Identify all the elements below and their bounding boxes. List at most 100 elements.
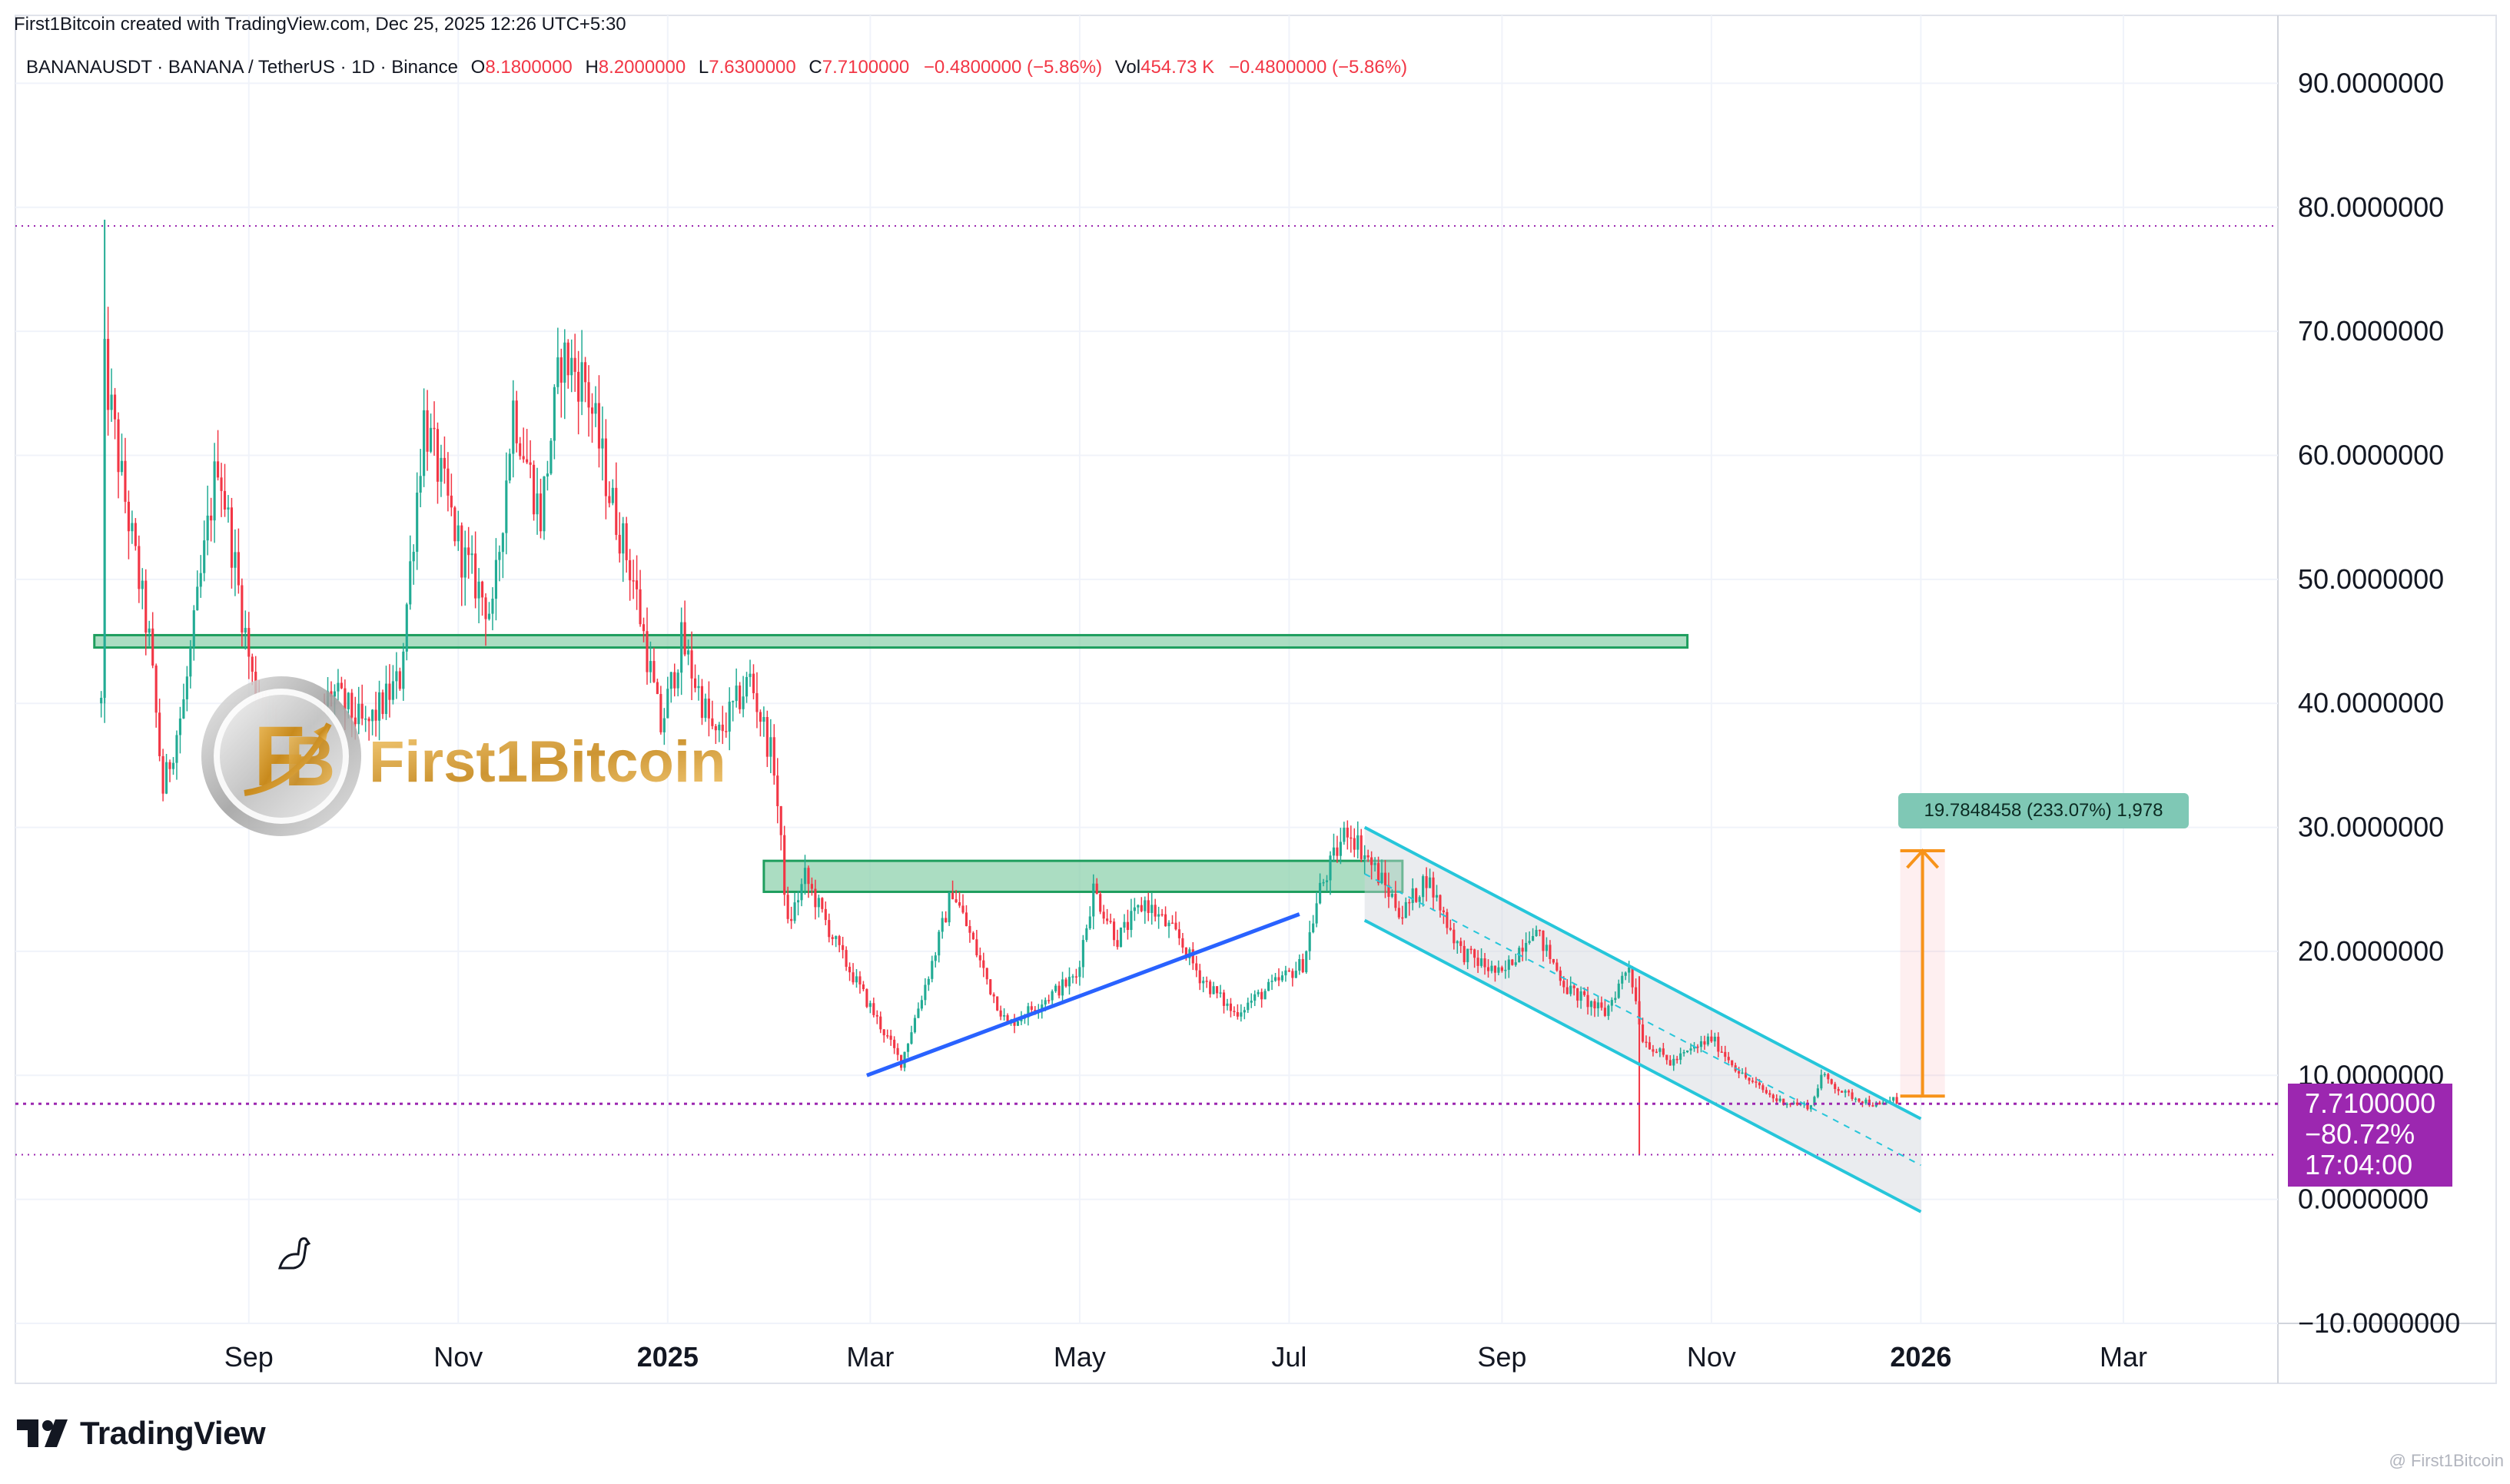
candle-body	[333, 691, 337, 697]
tradingview-logo-text: TradingView	[80, 1415, 266, 1451]
candle-body	[934, 955, 937, 961]
candle-body	[1635, 987, 1638, 1001]
candle-body	[529, 462, 532, 465]
candle-body	[1668, 1060, 1672, 1066]
candle-body	[1480, 958, 1483, 966]
candle-body	[1273, 977, 1277, 981]
candle-body	[714, 725, 717, 731]
candle-body	[223, 490, 227, 510]
candle-body	[131, 523, 134, 532]
candle-body	[865, 989, 868, 1008]
x-tick-label: Sep	[1477, 1341, 1526, 1373]
tradingview-logo[interactable]: TradingView	[17, 1413, 266, 1454]
low-label: L	[698, 57, 709, 78]
symbol-legend[interactable]: BANANAUSDT · BANANA / TetherUS · 1D · Bi…	[26, 57, 1407, 78]
candle-body	[1854, 1098, 1858, 1101]
candle-body	[161, 755, 164, 794]
symbol-name[interactable]: BANANAUSDT · BANANA / TetherUS · 1D · Bi…	[26, 57, 458, 78]
low-value: 7.6300000	[709, 57, 796, 78]
candle-body	[707, 699, 710, 719]
x-tick-label: Nov	[433, 1341, 483, 1373]
candle-body	[487, 613, 491, 619]
channel-lower-line	[1363, 918, 1922, 1213]
candle-body	[1655, 1051, 1658, 1054]
volume-change-value: −0.4800000 (−5.86%)	[1228, 57, 1408, 78]
candle-body	[1555, 962, 1559, 971]
candle-body	[1140, 905, 1143, 911]
y-tick-label: −10.0000000	[2298, 1307, 2460, 1339]
candle-body	[1071, 976, 1074, 978]
candle-body	[742, 696, 745, 709]
candle-body	[955, 899, 958, 903]
candle-body	[584, 362, 587, 383]
chart-frame	[15, 15, 2497, 1384]
candle-body	[178, 718, 181, 735]
candle-body	[989, 979, 992, 994]
candle-body	[175, 735, 178, 763]
candle-body	[185, 676, 188, 699]
candle-body	[1287, 970, 1290, 972]
candle-body	[659, 694, 662, 732]
candle-body	[148, 628, 151, 633]
candle-body	[203, 540, 206, 573]
candle-body	[1459, 941, 1463, 946]
candle-body	[1336, 847, 1339, 856]
candle-body	[1212, 986, 1215, 994]
high-label: H	[585, 57, 599, 78]
candle-body	[1157, 914, 1160, 917]
candle-body	[1267, 981, 1270, 991]
candle-body	[772, 737, 775, 776]
candle-body	[862, 984, 865, 990]
candle-body	[1617, 983, 1620, 998]
candle-body	[1607, 1005, 1610, 1016]
resistance-zone-upper	[93, 633, 1689, 649]
candle-body	[457, 525, 460, 542]
candle-body	[1034, 1009, 1037, 1011]
candle-body	[1583, 991, 1586, 995]
candle-body	[1109, 921, 1112, 922]
candle-body	[467, 547, 470, 556]
candle-body	[882, 1029, 885, 1036]
candle-body	[1339, 842, 1342, 856]
candle-body	[1013, 1020, 1016, 1026]
candle-body	[803, 868, 807, 885]
candle-body	[1679, 1053, 1682, 1061]
candle-body	[687, 650, 690, 655]
candle-body	[1706, 1036, 1709, 1045]
candle-body	[1717, 1036, 1720, 1052]
candle-body	[460, 525, 463, 578]
candle-body	[220, 477, 223, 491]
candle-body	[1167, 922, 1170, 927]
candle-body	[1047, 1000, 1051, 1001]
candle-body	[1565, 987, 1569, 994]
candle-body	[1363, 855, 1366, 859]
candle-body	[426, 410, 429, 452]
x-tick-label: Jul	[1271, 1341, 1306, 1373]
candle-body	[749, 673, 752, 677]
candle-body	[453, 507, 457, 542]
candle-body	[1184, 947, 1187, 958]
candle-body	[1476, 958, 1479, 966]
first1bitcoin-watermark-logo: F B First1Bitcoin	[198, 670, 782, 842]
candle-body	[1751, 1081, 1755, 1082]
candle-body	[786, 895, 789, 919]
candle-body	[1572, 985, 1575, 988]
candle-body	[1699, 1041, 1703, 1047]
candle-body	[800, 884, 803, 901]
candle-body	[762, 716, 765, 722]
bar-countdown: 17:04:00	[2305, 1149, 2413, 1180]
last-price-value: 7.7100000	[2305, 1087, 2436, 1119]
candle-body	[1222, 992, 1226, 1006]
candle-body	[1586, 994, 1589, 1008]
candle-body	[718, 724, 721, 731]
candle-body	[247, 628, 251, 657]
candle-body	[924, 984, 927, 1001]
measure-tool-label[interactable]: 19.7848458 (233.07%) 1,978	[1898, 793, 2189, 828]
candle-body	[436, 429, 440, 482]
candle-body	[1233, 1011, 1236, 1013]
candle-body	[549, 440, 553, 474]
candle-body	[1830, 1079, 1833, 1084]
candle-body	[463, 547, 466, 578]
candle-body	[563, 342, 566, 383]
